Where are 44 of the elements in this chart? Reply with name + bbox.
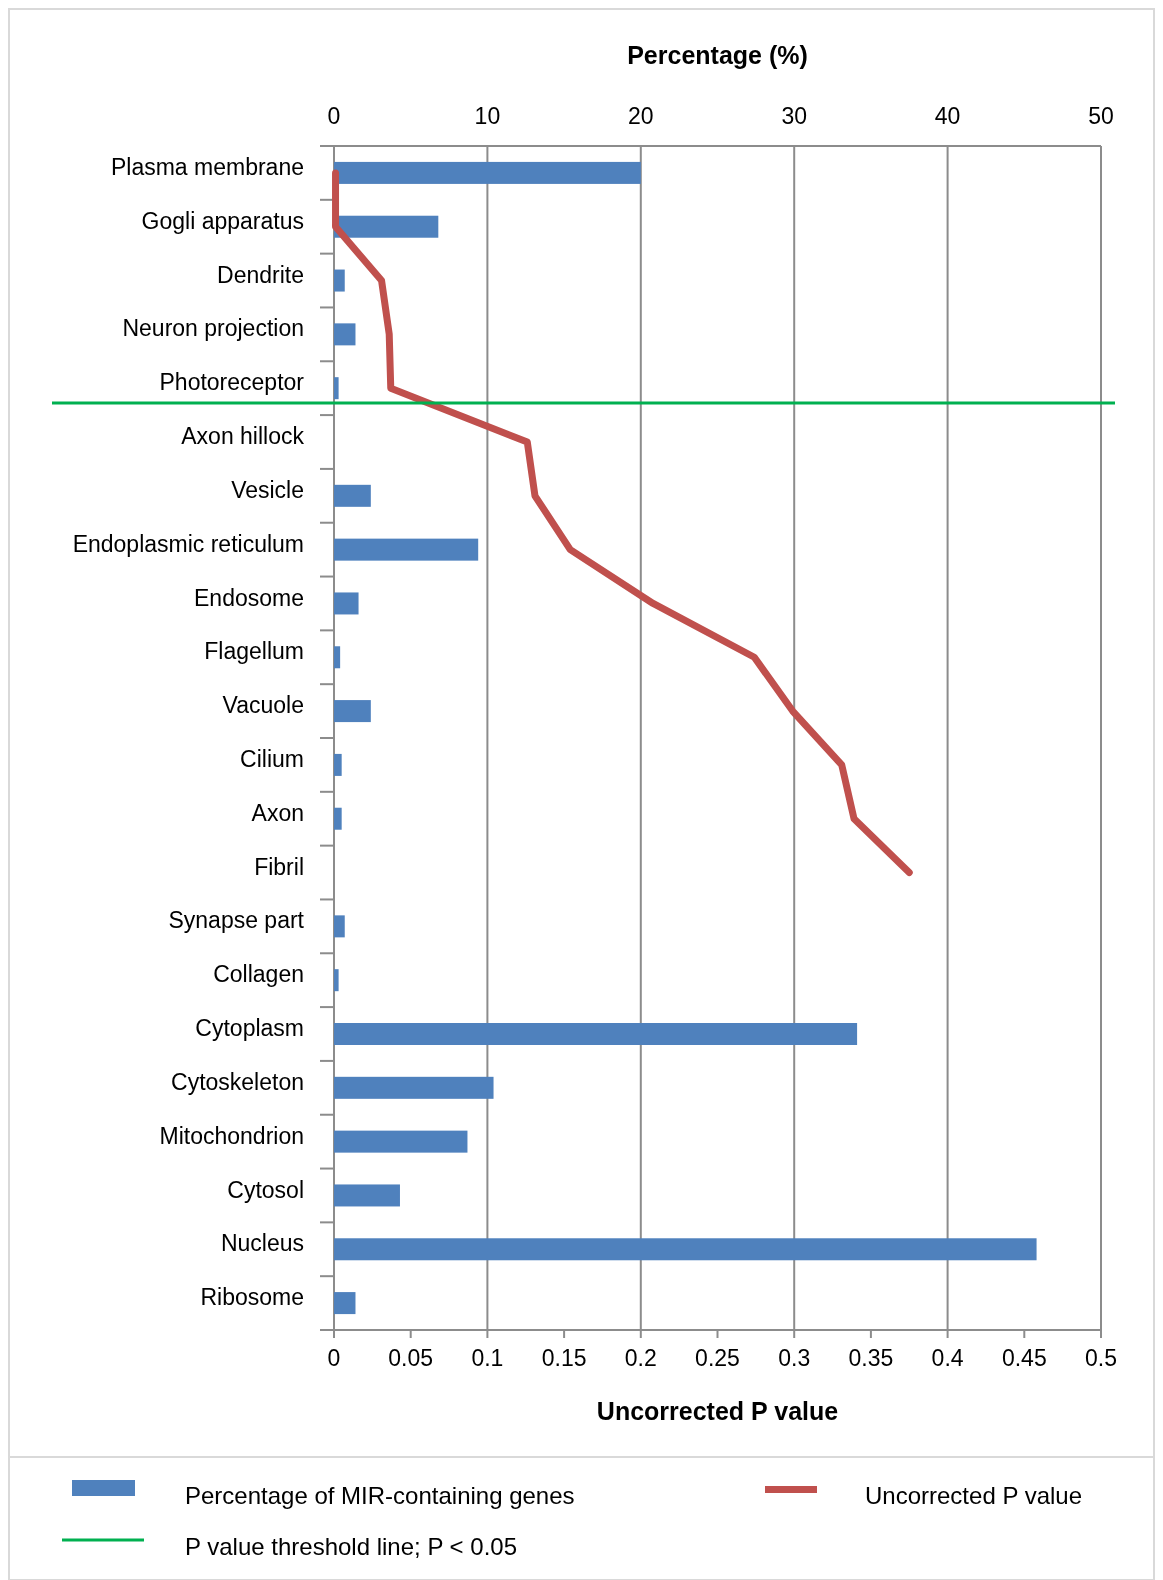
x2-tick-label: 40 [934,103,961,129]
x-tick-label: 0.05 [388,1345,434,1371]
x2-tick-label: 50 [1088,103,1114,129]
y-tick-label: Ribosome [200,1284,304,1311]
x-tick-label: 0 [327,1345,341,1371]
y-tick-label: Cytosol [227,1176,304,1203]
legend-label: Uncorrected P value [865,1482,1083,1509]
y-tick-label: Vacuole [222,692,304,719]
y-tick-label: Flagellum [204,638,304,665]
legend-label: P value threshold line; P < 0.05 [185,1533,518,1560]
x2-tick-label: 20 [628,103,654,129]
y-tick-label: Plasma membrane [110,153,304,180]
y-tick-label: Cilium [240,745,304,772]
y-tick-label: Collagen [213,961,304,988]
x-tick-label: 0.35 [848,1345,894,1371]
x-tick-label: 0.2 [624,1345,657,1371]
y-tick-label: Fibril [254,853,304,880]
x-tick-label: 0.25 [695,1345,740,1371]
legend-label: Percentage of MIR-containing genes [185,1482,575,1509]
y-tick-label: Synapse part [168,907,305,934]
x-tick-label: 0.4 [931,1345,964,1371]
x2-tick-label: 30 [781,103,807,129]
x-tick-label: 0.5 [1085,1345,1117,1371]
y-tick-label: Endoplasmic reticulum [72,530,304,557]
x2-axis-title: Percentage (%) [627,41,808,69]
y-tick-label: Dendrite [217,261,304,288]
x2-tick-label: 10 [474,103,501,129]
y-tick-label: Axon hillock [181,423,305,450]
x-axis-title: Uncorrected P value [596,1397,839,1425]
y-tick-label: Cytoplasm [195,1015,304,1042]
y-tick-label: Endosome [194,584,304,611]
y-tick-label: Mitochondrion [159,1122,304,1149]
y-tick-label: Neuron projection [122,315,304,342]
y-tick-label: Nucleus [220,1230,304,1257]
x-tick-label: 0.45 [1001,1345,1047,1371]
x-tick-label: 0.1 [471,1345,504,1371]
y-tick-label: Axon [251,799,304,826]
x-tick-label: 0.15 [541,1345,587,1371]
x2-tick-label: 0 [327,103,341,129]
y-tick-label: Photoreceptor [159,369,305,396]
y-tick-label: Gogli apparatus [141,207,304,234]
x-tick-label: 0.3 [778,1345,811,1371]
y-tick-label: Cytoskeleton [171,1068,304,1095]
y-tick-label: Vesicle [231,476,304,503]
